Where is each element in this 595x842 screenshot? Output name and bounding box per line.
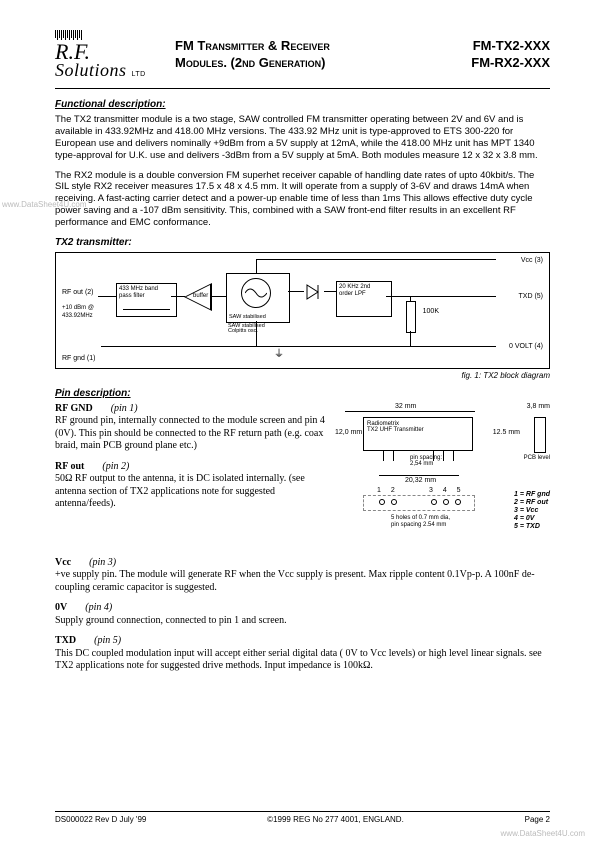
lbl-0v: 0 VOLT (4) [509,343,543,350]
heading-tx2: TX2 transmitter: [55,237,550,248]
pin3-row: Vcc(pin 3) [55,557,550,570]
lbl-txd: TXD (5) [519,293,544,300]
header-rule [55,88,550,89]
pin2-text: 50Ω RF output to the antenna, it is DC i… [55,473,325,511]
block-diagram: Vcc (3) RF out (2) +10 dBm @ 433.92MHz R… [55,252,550,369]
header: R.F. Solutions LTD FM Transmitter & Rece… [55,30,550,78]
lbl-100k: 100K [423,308,439,315]
watermark-left: www.DataSheet4U.com [2,200,86,209]
pin4-row: 0V(pin 4) [55,602,550,615]
block-bpf: 433 MHz bandpass filter [116,283,177,317]
lbl-rfout-n1: +10 dBm @ [62,305,94,311]
block-osc: SAW stabilised [226,273,290,323]
para-1: The TX2 transmitter module is a two stag… [55,114,550,162]
pin3-text: +ve supply pin. The module will generate… [55,569,550,594]
logo: R.F. Solutions LTD [55,30,155,78]
footer-page: Page 2 [525,815,550,824]
mech-drawing: 32 mm 3,8 mm 12,0 mm 12.5 mm Radiometrix… [335,403,550,553]
para-2: The RX2 module is a double conversion FM… [55,170,550,229]
block-resistor [406,301,416,333]
lbl-rfgnd: RF gnd (1) [62,355,95,362]
pin1-text: RF ground pin, internally connected to t… [55,415,325,453]
pin1-row: RF GND(pin 1) [55,403,325,416]
lbl-rfout-n2: 433.92MHz [62,313,93,319]
title-center: FM Transmitter & Receiver Modules. (2nd … [155,30,471,72]
lbl-rfout: RF out (2) [62,289,94,296]
pin4-text: Supply ground connection, connected to p… [55,615,550,628]
heading-functional: Functional description: [55,99,550,110]
footer: DS000022 Rev D July '99 ©1999 REG No 277… [55,811,550,824]
footer-center: ©1999 REG No 277 4001, ENGLAND. [267,815,404,824]
heading-pindesc: Pin description: [55,388,550,399]
block-diode [304,283,324,303]
diagram-caption: fig. 1: TX2 block diagram [55,371,550,380]
pin5-text: This DC coupled modulation input will ac… [55,648,550,673]
lbl-vcc: Vcc (3) [521,257,543,264]
lbl-buffer: buffer [193,293,208,299]
title-right: FM-TX2-XXX FM-RX2-XXX [471,30,550,72]
footer-left: DS000022 Rev D July '99 [55,815,146,824]
watermark-br: www.DataSheet4U.com [501,829,585,838]
block-lpf: 20 KHz 2ndorder LPF [336,281,392,317]
pin5-row: TXD(pin 5) [55,635,550,648]
logo-bot: Solutions LTD [55,62,155,78]
pin2-row: RF out(pin 2) [55,461,325,474]
lbl-osc2: SAW stabilisedColpitts osc. [228,324,265,335]
